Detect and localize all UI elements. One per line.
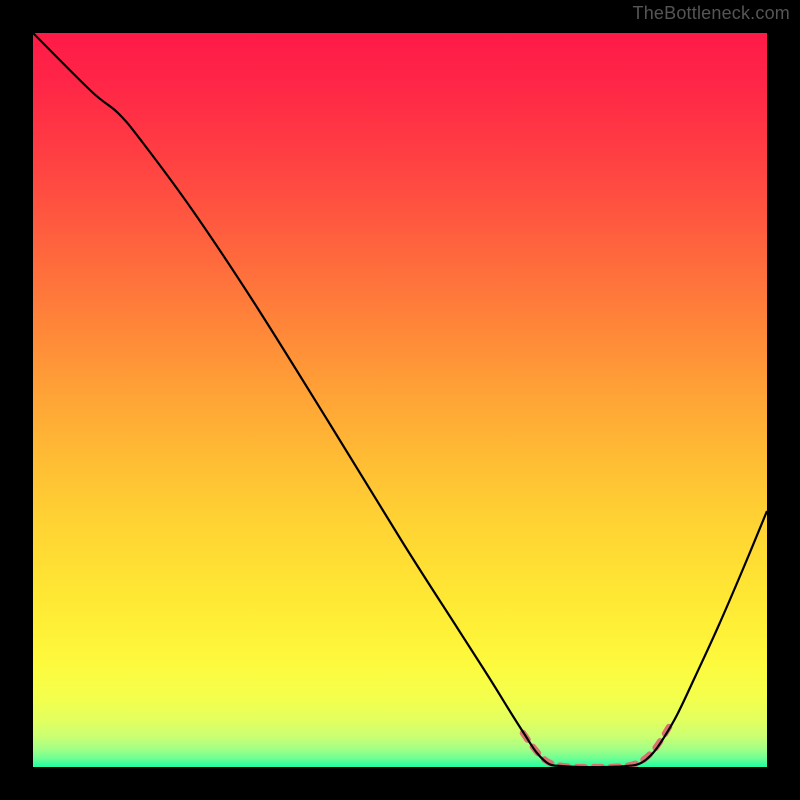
- plot-area: [33, 33, 767, 767]
- bottleneck-curve: [33, 33, 767, 767]
- curve-main-line: [33, 33, 767, 767]
- attribution-text: TheBottleneck.com: [633, 3, 790, 24]
- chart-root: TheBottleneck.com: [0, 0, 800, 800]
